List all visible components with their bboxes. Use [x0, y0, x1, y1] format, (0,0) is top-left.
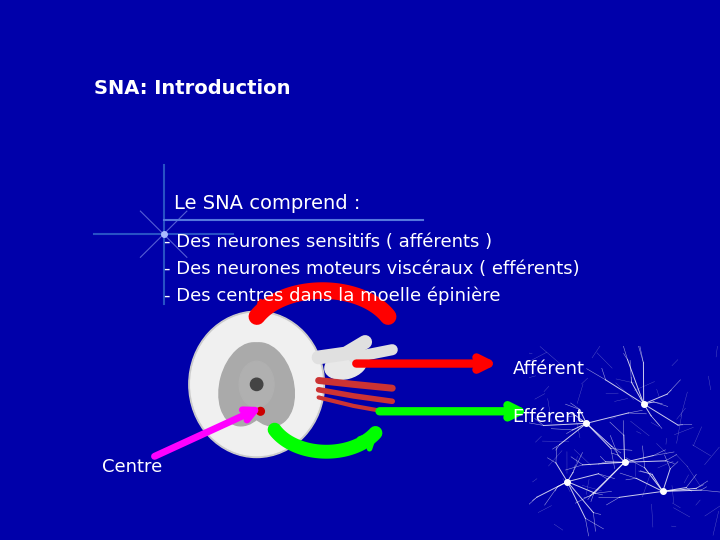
Circle shape [251, 378, 263, 390]
Ellipse shape [219, 343, 276, 426]
Text: SNA: Introduction: SNA: Introduction [94, 79, 290, 98]
Ellipse shape [325, 351, 366, 379]
Circle shape [256, 408, 264, 415]
Text: - Des neurones moteurs viscéraux ( efférents): - Des neurones moteurs viscéraux ( effér… [163, 260, 580, 278]
Text: Afférent: Afférent [513, 360, 585, 378]
Text: - Des centres dans la moelle épinière: - Des centres dans la moelle épinière [163, 287, 500, 305]
Text: Efférent: Efférent [513, 408, 584, 426]
Ellipse shape [189, 311, 325, 457]
Ellipse shape [239, 361, 274, 408]
Text: - Des neurones sensitifs ( afférents ): - Des neurones sensitifs ( afférents ) [163, 233, 492, 251]
Text: Le SNA comprend :: Le SNA comprend : [174, 194, 360, 213]
Text: Centre: Centre [102, 458, 162, 476]
Ellipse shape [238, 343, 294, 426]
Ellipse shape [191, 313, 323, 456]
